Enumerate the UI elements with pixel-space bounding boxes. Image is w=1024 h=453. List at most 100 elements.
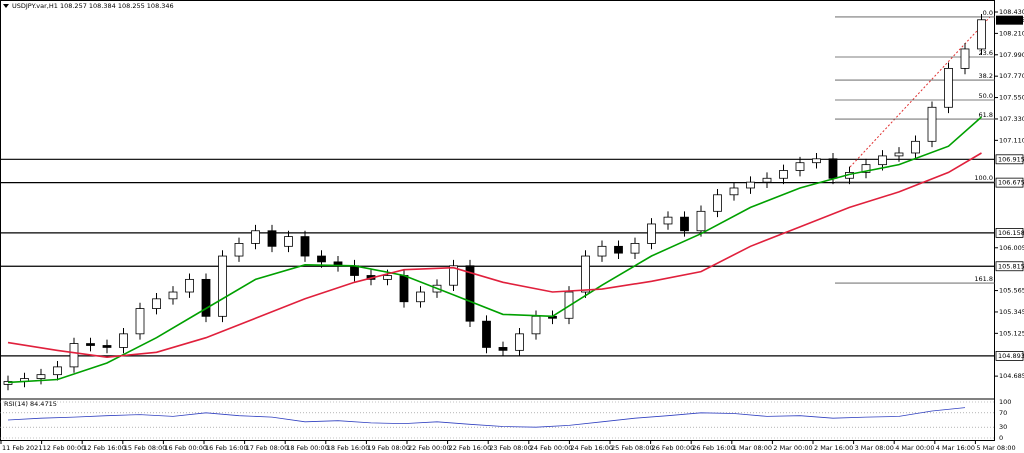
candle-body — [531, 315, 541, 335]
y-tick-label: 105.345 — [999, 308, 1024, 316]
x-tick-label: 2 Mar 00:00 — [773, 444, 812, 452]
x-tick-label: 18 Feb 00:00 — [286, 444, 329, 452]
y-tick-label: 104.685 — [999, 372, 1024, 380]
y-tick-label: 107.550 — [999, 94, 1024, 102]
y-tick-label: 107.110 — [999, 136, 1024, 144]
y-tick-label: 108.210 — [999, 29, 1024, 37]
candle-body — [878, 155, 887, 166]
candle-body — [267, 230, 277, 247]
rsi-tick-label: 30 — [999, 423, 1007, 431]
x-tick-label: 12 Feb 16:00 — [83, 444, 126, 452]
x-tick-label: 16 Feb 00:00 — [164, 444, 207, 452]
level-box — [995, 261, 1024, 272]
x-tick-label: 24 Feb 16:00 — [570, 444, 613, 452]
candle-body — [911, 140, 920, 154]
x-tick-label: 22 Feb 00:00 — [408, 444, 451, 452]
candle-body — [795, 162, 805, 171]
level-box — [995, 177, 1024, 188]
rsi-line — [7, 407, 966, 428]
x-tick-label: 23 Feb 08:00 — [489, 444, 532, 452]
candle-body — [812, 158, 821, 164]
fib-label: 100.0 — [974, 174, 993, 182]
candle-body — [746, 181, 755, 189]
x-tick-label: 15 Feb 08:00 — [124, 444, 167, 452]
candle-body — [465, 265, 475, 322]
y-tick-label: 107.330 — [999, 115, 1024, 123]
x-tick-label: 25 Feb 08:00 — [611, 444, 654, 452]
candle-body — [399, 275, 409, 303]
candle-body — [383, 275, 392, 280]
x-tick-label: 4 Mar 00:00 — [895, 444, 934, 452]
x-tick-label: 3 Mar 08:00 — [855, 444, 894, 452]
candle-body — [416, 291, 425, 303]
candle-body — [927, 106, 937, 142]
candle-body — [185, 278, 194, 293]
candle-body — [102, 345, 112, 348]
candle-body — [696, 210, 706, 232]
candle-body — [86, 343, 95, 346]
x-tick-label: 22 Feb 16:00 — [449, 444, 492, 452]
candle-body — [69, 343, 79, 368]
x-tick-label: 18 Feb 16:00 — [327, 444, 370, 452]
x-tick-label: 5 Mar 08:00 — [976, 444, 1015, 452]
candle-body — [630, 243, 640, 254]
candle-body — [861, 164, 871, 173]
candle-body — [779, 170, 788, 179]
chart-header: USDJPY.var,H1 108.257 108.384 108.255 10… — [12, 2, 174, 10]
candle-body — [168, 291, 178, 300]
level-label: 106.158 — [998, 229, 1024, 237]
level-box — [995, 350, 1024, 361]
candle-body — [482, 320, 491, 348]
fib-label: 161.8 — [974, 275, 993, 283]
candle-body — [300, 236, 310, 257]
level-box — [995, 228, 1024, 238]
candle-body — [317, 255, 326, 263]
fib-label: 50.0 — [979, 92, 993, 100]
rsi-tick-label: 0 — [999, 434, 1003, 442]
candle-body — [762, 177, 772, 183]
y-tick-label: 107.990 — [999, 51, 1024, 59]
x-tick-label: 24 Feb 00:00 — [530, 444, 573, 452]
candle-body — [713, 194, 722, 212]
x-tick-label: 12 Feb 00:00 — [43, 444, 86, 452]
x-tick-label: 26 Feb 00:00 — [652, 444, 695, 452]
candle-body — [729, 187, 739, 196]
level-label: 106.675 — [998, 179, 1024, 187]
candle-body — [119, 333, 128, 348]
candle-body — [515, 333, 524, 351]
candle-body — [960, 48, 970, 69]
candle-body — [36, 374, 46, 379]
x-tick-label: 2 Mar 16:00 — [814, 444, 853, 452]
moving-average — [7, 152, 982, 359]
candle-body — [152, 298, 161, 309]
y-tick-label: 106.005 — [999, 244, 1024, 252]
candle-body — [680, 216, 689, 232]
candle-body — [828, 158, 838, 179]
fib-label: 38.2 — [979, 72, 993, 80]
candle-body — [614, 245, 623, 254]
plot-frame — [0, 0, 995, 441]
fib-label: 0.0 — [983, 9, 993, 17]
candle-body — [894, 152, 904, 157]
candle-body — [663, 216, 673, 225]
price-box — [996, 15, 1023, 25]
x-tick-label: 16 Feb 16:00 — [205, 444, 248, 452]
candle-body — [597, 245, 607, 257]
candle-body — [647, 223, 656, 244]
candle-body — [944, 67, 953, 108]
level-label: 106.915 — [998, 155, 1024, 163]
x-tick-label: 26 Feb 16:00 — [692, 444, 735, 452]
y-tick-label: 105.565 — [999, 287, 1024, 295]
candle-body — [234, 243, 244, 257]
candle-body — [251, 230, 260, 244]
candle-body — [498, 347, 508, 351]
x-tick-label: 4 Mar 16:00 — [936, 444, 975, 452]
x-tick-label: 19 Feb 08:00 — [367, 444, 410, 452]
fib-label: 23.6 — [979, 49, 993, 57]
y-tick-label: 108.430 — [999, 8, 1024, 16]
candle-body — [135, 308, 145, 335]
candle-body — [449, 265, 458, 286]
candle-body — [284, 236, 293, 247]
moving-average — [7, 116, 983, 384]
